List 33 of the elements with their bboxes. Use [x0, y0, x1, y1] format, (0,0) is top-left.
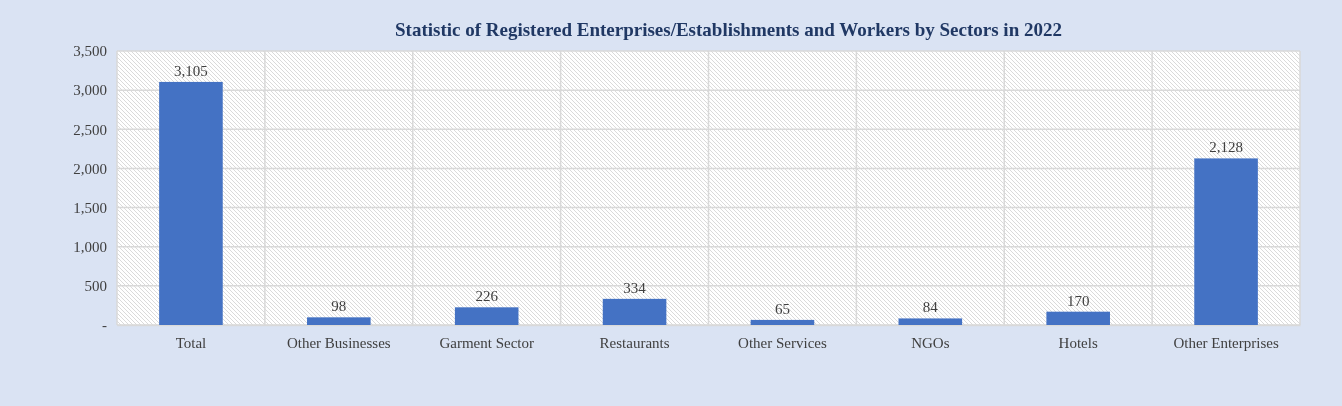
x-tick-label: NGOs — [911, 334, 950, 351]
data-label: 84 — [922, 299, 939, 316]
y-tick-label: 500 — [84, 278, 107, 295]
x-tick-label: Other Businesses — [286, 334, 391, 351]
bar — [1046, 311, 1110, 325]
bar — [307, 317, 371, 325]
data-label: 65 — [774, 300, 790, 317]
y-tick-label: - — [102, 317, 107, 334]
x-tick-label: Total — [175, 334, 207, 351]
data-label: 334 — [623, 279, 647, 296]
x-tick-label: Other Services — [738, 334, 827, 351]
y-tick-label: 3,500 — [73, 43, 107, 60]
bar — [750, 319, 815, 325]
data-label: 98 — [331, 298, 347, 315]
bar — [602, 298, 667, 325]
x-tick-label: Hotels — [1058, 334, 1098, 351]
x-tick-label: Garment Sector — [439, 334, 534, 351]
y-tick-label: 1,500 — [73, 199, 107, 216]
bar — [159, 81, 223, 325]
y-tick-label: 1,000 — [73, 239, 107, 256]
bar — [454, 307, 519, 325]
bar — [898, 318, 963, 325]
y-tick-label: 2,500 — [73, 121, 107, 138]
y-tick-label: 3,000 — [73, 82, 107, 99]
data-label: 3,105 — [174, 62, 208, 79]
data-label: 2,128 — [1209, 139, 1243, 156]
x-tick-label: Restaurants — [599, 334, 670, 351]
x-tick-label: Other Enterprises — [1173, 334, 1279, 351]
y-tick-label: 2,000 — [73, 160, 107, 177]
data-label: 226 — [475, 288, 499, 305]
bar — [1194, 158, 1258, 325]
chart-title: Statistic of Registered Enterprises/Establishments and Workers by Sectors in 2022 — [395, 19, 1062, 40]
data-label: 170 — [1066, 292, 1090, 309]
